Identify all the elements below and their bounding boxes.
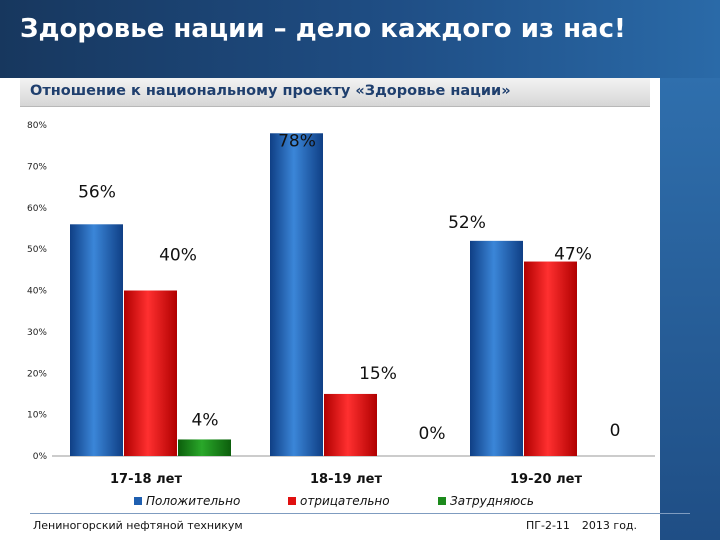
footer-year: 2013 год. [581, 519, 638, 532]
legend-label: отрицательно [300, 494, 390, 508]
data-label: 0% [419, 424, 446, 444]
data-label: 15% [359, 364, 397, 384]
y-tick-label: 30% [27, 328, 47, 338]
y-tick-label: 0% [33, 452, 48, 462]
y-tick-label: 80% [27, 121, 47, 131]
data-label: 47% [554, 245, 592, 265]
x-category-label: 18-19 лет [310, 472, 382, 487]
data-label: 56% [78, 182, 116, 202]
y-tick-label: 20% [27, 369, 47, 379]
bar-0-1 [270, 133, 323, 456]
legend-swatch [288, 497, 296, 505]
bar-0-2 [470, 240, 523, 456]
bar-1-2 [524, 261, 577, 456]
data-label: 40% [159, 246, 197, 266]
right-decor-strip [660, 78, 720, 540]
bar-1-0 [124, 290, 177, 456]
chart-title: Отношение к национальному проекту «Здоро… [30, 83, 511, 99]
y-tick-label: 40% [27, 287, 47, 297]
data-label: 52% [448, 213, 486, 233]
legend-label: Затрудняюсь [450, 494, 534, 508]
x-category-label: 19-20 лет [510, 472, 582, 487]
legend-swatch [438, 497, 446, 505]
legend-label: Положительно [146, 494, 240, 508]
y-tick-label: 10% [27, 411, 47, 421]
bar-0-0 [70, 224, 123, 456]
slide-title: Здоровье нации – дело каждого из нас! [20, 14, 626, 44]
footer-divider [30, 513, 690, 514]
bar-2-0 [178, 439, 231, 456]
header-bar: Здоровье нации – дело каждого из нас! [0, 0, 720, 78]
y-tick-label: 50% [27, 245, 47, 255]
footer-info: ПГ-2-11 2013 год. [526, 519, 649, 532]
chart-title-box: Отношение к национальному проекту «Здоро… [20, 78, 650, 107]
y-tick-label: 70% [27, 162, 47, 172]
x-category-label: 17-18 лет [110, 472, 182, 487]
data-label: 78% [278, 131, 316, 151]
footer-group: ПГ-2-11 [526, 519, 570, 532]
footer-institution: Лениногорский нефтяной техникум [33, 519, 243, 532]
bar-1-1 [324, 393, 377, 456]
data-label: 0 [610, 421, 621, 441]
legend-swatch [134, 497, 142, 505]
data-label: 4% [192, 410, 219, 430]
y-tick-label: 60% [27, 204, 47, 214]
